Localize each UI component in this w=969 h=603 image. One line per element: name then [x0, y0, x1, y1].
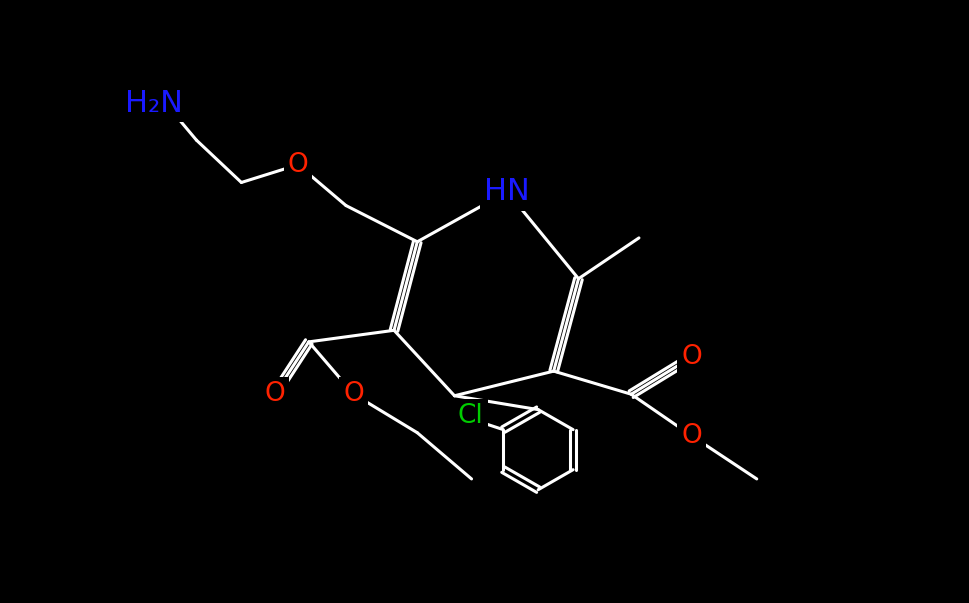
Text: Cl: Cl [457, 403, 484, 429]
Text: O: O [680, 344, 702, 370]
Text: O: O [264, 381, 285, 407]
Text: O: O [287, 152, 308, 178]
Text: O: O [343, 381, 363, 407]
Text: O: O [680, 423, 702, 449]
Text: H₂N: H₂N [125, 89, 182, 118]
Text: HN: HN [484, 177, 529, 206]
